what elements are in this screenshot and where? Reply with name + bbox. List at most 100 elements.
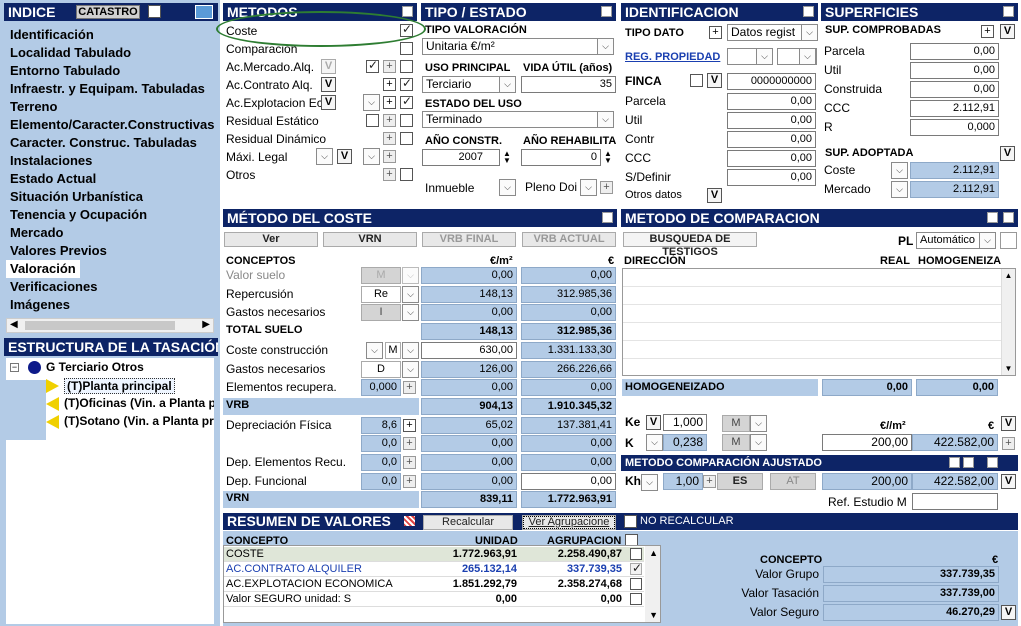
metodo-checkbox[interactable]: [366, 58, 379, 73]
anio-constr-input[interactable]: 2007: [422, 149, 500, 166]
anio-rehab-input[interactable]: 0: [521, 149, 601, 166]
metodo-checkbox[interactable]: [400, 42, 413, 55]
pleno-dropdown[interactable]: ⌵: [580, 179, 597, 196]
k-dropdown[interactable]: ⌵: [646, 434, 663, 451]
coste-row-dropdown[interactable]: ⌵: [402, 285, 419, 303]
metodo-add-button[interactable]: +: [383, 150, 396, 163]
indice-item[interactable]: Instalaciones: [10, 153, 93, 168]
testigos-scrollbar[interactable]: ▲ ▼: [1001, 269, 1015, 375]
sup-input[interactable]: 0,00: [910, 81, 999, 98]
coste-vrb-actual-button[interactable]: VRB ACTUAL: [522, 232, 616, 247]
at-select[interactable]: AT: [770, 473, 816, 490]
ident-input[interactable]: 0,00: [727, 93, 816, 110]
tree-root-label[interactable]: G Terciario Otros: [46, 360, 144, 374]
finca-v-button[interactable]: V: [707, 73, 722, 88]
indice-item[interactable]: Entorno Tabulado: [10, 63, 121, 78]
metodo-checkbox[interactable]: [400, 168, 413, 181]
indice-item[interactable]: Verificaciones: [10, 279, 98, 294]
ke-m-select[interactable]: M: [722, 415, 750, 432]
uso-select[interactable]: Terciario: [422, 76, 502, 93]
kh-dropdown[interactable]: ⌵: [641, 474, 658, 491]
automatico-dropdown[interactable]: ⌵: [979, 232, 996, 249]
indice-scrollbar[interactable]: ◀ ▶: [6, 318, 214, 333]
resumen-row[interactable]: AC.CONTRATO ALQUILER 265.132,14 337.739,35: [224, 561, 644, 577]
metodo-add-button[interactable]: +: [383, 96, 396, 109]
coste-row-add[interactable]: +: [403, 418, 416, 432]
indice-item[interactable]: Infraestr. y Equipam. Tabuladas: [10, 81, 205, 96]
pleno-add-button[interactable]: +: [600, 181, 613, 194]
ke-v-button[interactable]: V: [646, 415, 661, 430]
indice-item[interactable]: Mercado: [10, 225, 64, 240]
finca-input[interactable]: 0000000000: [727, 73, 816, 90]
coste-row-dropdown[interactable]: ⌵: [366, 341, 383, 359]
coste-row-add[interactable]: +: [403, 381, 416, 395]
recalcular-button[interactable]: Recalcular: [423, 515, 513, 530]
coste-row-dropdown[interactable]: ⌵: [402, 360, 419, 378]
busqueda-testigos-button[interactable]: BUSQUEDA DE TESTIGOS: [623, 232, 757, 258]
tipo-dato-dropdown[interactable]: ⌵: [801, 24, 818, 41]
metodo-checkbox[interactable]: [366, 114, 379, 127]
ref-estudio-input[interactable]: [912, 493, 998, 510]
indice-item[interactable]: Localidad Tabulado: [10, 45, 132, 60]
ke-input[interactable]: 1,000: [663, 414, 707, 431]
resumen-scroll-up[interactable]: ▲: [649, 548, 658, 558]
coste-row-dropdown[interactable]: ⌵: [402, 304, 419, 322]
sup-input[interactable]: 2.112,91: [910, 100, 999, 117]
metodo-add-button[interactable]: +: [383, 168, 396, 181]
metodo-dropdown[interactable]: ⌵: [363, 94, 380, 111]
sup-input[interactable]: 0,00: [910, 62, 999, 79]
coste-vrb-final-button[interactable]: VRB FINAL: [422, 232, 516, 247]
sup-v-button[interactable]: V: [1000, 24, 1015, 39]
uso-dropdown[interactable]: ⌵: [499, 76, 516, 93]
coste-row-select-pre[interactable]: [336, 341, 366, 359]
k-m-dropdown[interactable]: ⌵: [750, 434, 767, 451]
comp-m2-input[interactable]: 200,00: [822, 434, 912, 451]
resumen-scrollbar[interactable]: [645, 546, 660, 622]
resumen-row-checkbox[interactable]: [630, 593, 642, 605]
comp-v-button[interactable]: V: [1001, 416, 1016, 431]
no-recalcular-checkbox[interactable]: [624, 515, 637, 528]
comparacion-maximize[interactable]: [1003, 212, 1014, 223]
indice-item[interactable]: Valoración: [6, 260, 80, 278]
metodos-maximize[interactable]: [402, 6, 413, 17]
es-select[interactable]: ES: [717, 473, 763, 490]
indice-item[interactable]: Caracter. Construc. Tabuladas: [10, 135, 197, 150]
superficies-maximize[interactable]: [1003, 6, 1014, 17]
sup-input[interactable]: 0,000: [910, 119, 999, 136]
coste-row-dropdown[interactable]: ⌵: [402, 341, 419, 359]
metodo-checkbox[interactable]: [400, 114, 413, 127]
indice-item[interactable]: Terreno: [10, 99, 58, 114]
inmueble-dropdown[interactable]: ⌵: [499, 179, 516, 196]
coste-vrn-button[interactable]: VRN: [323, 232, 417, 247]
metodo-checkbox[interactable]: [400, 76, 413, 91]
reg-dropdown-2[interactable]: ⌵: [799, 48, 816, 65]
k-m-select[interactable]: M: [722, 434, 750, 451]
indice-item[interactable]: Elemento/Caracter.Constructivas: [10, 117, 215, 132]
estado-select[interactable]: Terminado: [422, 111, 599, 128]
coste-maximize[interactable]: [602, 212, 613, 223]
indice-item[interactable]: Imágenes: [10, 297, 70, 312]
ident-maximize[interactable]: [803, 6, 814, 17]
metodo-v-button[interactable]: V: [321, 59, 336, 74]
resumen-row-checkbox[interactable]: [630, 561, 642, 575]
otros-datos-v-button[interactable]: V: [707, 188, 722, 203]
ajustado-btn-2[interactable]: [963, 457, 974, 468]
tipo-dato-add-button[interactable]: +: [709, 26, 722, 39]
tree-node-sotano[interactable]: (T)Sotano (Vin. a Planta pr: [64, 414, 214, 428]
sup-adoptada-dropdown[interactable]: ⌵: [891, 162, 908, 179]
sup-input[interactable]: 0,00: [910, 43, 999, 60]
reg-propiedad-link[interactable]: REG. PROPIEDAD: [625, 51, 721, 63]
anio-rehab-spinner[interactable]: ▲ ▼: [604, 149, 612, 165]
resumen-row-checkbox[interactable]: [630, 578, 642, 590]
resumen-row-checkbox[interactable]: [630, 548, 642, 560]
metodo-checkbox[interactable]: [400, 132, 413, 145]
coste-row-select[interactable]: M: [361, 267, 401, 284]
coste-row-select[interactable]: I: [361, 304, 401, 322]
metodo-v-button[interactable]: V: [321, 95, 336, 110]
coste-row-select[interactable]: D: [361, 360, 401, 378]
ident-input[interactable]: 0,00: [727, 131, 816, 148]
indice-item[interactable]: Valores Previos: [10, 243, 107, 258]
ver-agrupaciones-button[interactable]: Ver Agrupacione: [522, 515, 616, 530]
metodo-v-button[interactable]: V: [321, 77, 336, 92]
ajustado-maximize[interactable]: [987, 457, 998, 468]
